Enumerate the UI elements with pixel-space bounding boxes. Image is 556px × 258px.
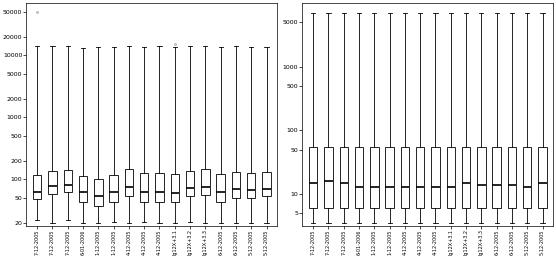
PathPatch shape xyxy=(171,174,179,202)
PathPatch shape xyxy=(340,147,348,208)
PathPatch shape xyxy=(79,176,87,202)
PathPatch shape xyxy=(385,147,394,208)
PathPatch shape xyxy=(309,147,317,208)
PathPatch shape xyxy=(324,147,332,208)
PathPatch shape xyxy=(201,170,210,195)
PathPatch shape xyxy=(493,147,501,208)
PathPatch shape xyxy=(125,169,133,196)
PathPatch shape xyxy=(155,173,163,202)
PathPatch shape xyxy=(48,171,57,194)
PathPatch shape xyxy=(431,147,440,208)
PathPatch shape xyxy=(538,147,547,208)
PathPatch shape xyxy=(33,175,41,199)
PathPatch shape xyxy=(416,147,424,208)
PathPatch shape xyxy=(462,147,470,208)
PathPatch shape xyxy=(247,173,255,198)
PathPatch shape xyxy=(232,172,240,198)
PathPatch shape xyxy=(508,147,516,208)
PathPatch shape xyxy=(401,147,409,208)
PathPatch shape xyxy=(477,147,485,208)
PathPatch shape xyxy=(110,175,118,202)
PathPatch shape xyxy=(355,147,363,208)
PathPatch shape xyxy=(63,170,72,192)
PathPatch shape xyxy=(262,172,271,196)
PathPatch shape xyxy=(140,173,148,202)
PathPatch shape xyxy=(370,147,379,208)
PathPatch shape xyxy=(94,180,102,206)
PathPatch shape xyxy=(216,174,225,202)
PathPatch shape xyxy=(446,147,455,208)
PathPatch shape xyxy=(523,147,532,208)
PathPatch shape xyxy=(186,171,194,196)
